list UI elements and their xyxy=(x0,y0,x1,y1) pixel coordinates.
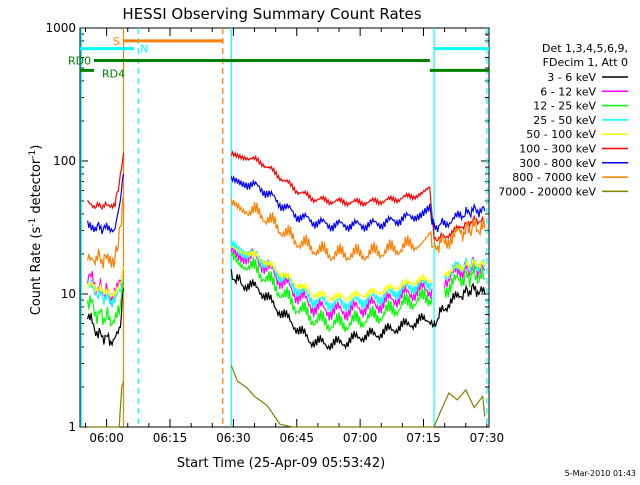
series-line-8-seg1 xyxy=(230,365,435,428)
series-line-7-seg2 xyxy=(433,218,486,253)
series-line-2-seg2 xyxy=(444,264,485,298)
annotation-rd4: RD4 xyxy=(102,67,125,80)
series-line-7-seg1 xyxy=(230,198,435,262)
series-lines xyxy=(87,149,486,428)
y-tick-label: 100 xyxy=(53,154,76,168)
legend-label: 300 - 800 keV xyxy=(519,157,596,170)
x-tick-label: 06:15 xyxy=(153,431,188,445)
annotation-n: N xyxy=(140,43,148,56)
legend-label: 12 - 25 keV xyxy=(533,100,596,113)
series-line-8-seg0 xyxy=(87,381,125,428)
x-tick-label: 07:15 xyxy=(406,431,441,445)
series-line-4-seg1 xyxy=(231,245,433,303)
plot-frame xyxy=(79,27,490,428)
series-line-6-seg2 xyxy=(433,202,486,233)
legend: Det 1,3,4,5,6,9, FDecim 1, Att 0 3 - 6 k… xyxy=(498,42,628,198)
y-tick-label: 1 xyxy=(68,420,76,434)
series-line-0-seg0 xyxy=(87,288,125,348)
series-line-0-seg2 xyxy=(433,282,486,328)
series-line-5-seg1 xyxy=(230,149,435,239)
series-line-3-seg1 xyxy=(230,238,433,312)
x-tick-label: 06:00 xyxy=(89,431,124,445)
x-tick-label: 07:30 xyxy=(470,431,505,445)
x-tick-label: 06:45 xyxy=(279,431,314,445)
legend-label: 3 - 6 keV xyxy=(547,71,596,84)
series-line-7-seg0 xyxy=(87,195,125,269)
y-tick-label: 10 xyxy=(61,287,76,301)
x-axis-title: Start Time (25-Apr-09 05:53:42) xyxy=(177,456,385,471)
status-bars: S N RD0 RD4 xyxy=(68,28,489,427)
series-line-1-seg1 xyxy=(230,245,433,321)
legend-label: 50 - 100 keV xyxy=(526,128,596,141)
series-line-4-seg0 xyxy=(87,266,125,299)
series-line-6-seg0 xyxy=(87,173,125,235)
y-tick-label: 1000 xyxy=(45,21,76,35)
footer-timestamp: 5-Mar-2010 01:43 xyxy=(565,469,636,478)
legend-label: 100 - 300 keV xyxy=(519,143,596,156)
y-axis-title: Count Rate (s-1 detector-1) xyxy=(28,145,44,316)
legend-header-line-2: FDecim 1, Att 0 xyxy=(543,56,628,69)
legend-header-line-1: Det 1,3,4,5,6,9, xyxy=(542,42,628,55)
series-line-2-seg1 xyxy=(230,251,433,333)
series-line-2-seg0 xyxy=(87,278,125,328)
series-line-8-seg2 xyxy=(433,388,486,428)
chart-title: HESSI Observing Summary Count Rates xyxy=(122,5,421,23)
series-line-5-seg0 xyxy=(87,152,125,211)
series-line-4-seg2 xyxy=(444,258,486,278)
x-tick-label: 07:00 xyxy=(343,431,378,445)
legend-label: 800 - 7000 keV xyxy=(512,171,596,184)
legend-label: 7000 - 20000 keV xyxy=(498,185,596,198)
series-line-6-seg1 xyxy=(230,174,435,232)
annotation-rd0: RD0 xyxy=(68,54,91,67)
legend-label: 25 - 50 keV xyxy=(533,114,596,127)
series-line-0-seg1 xyxy=(230,269,435,351)
x-tick-label: 06:30 xyxy=(216,431,251,445)
axis-ticks: 1 10 100 1000 06:00 06:15 06:30 06:45 07:00 07:15… xyxy=(45,21,504,445)
legend-label: 6 - 12 keV xyxy=(540,85,596,98)
annotation-s: S xyxy=(113,35,120,48)
